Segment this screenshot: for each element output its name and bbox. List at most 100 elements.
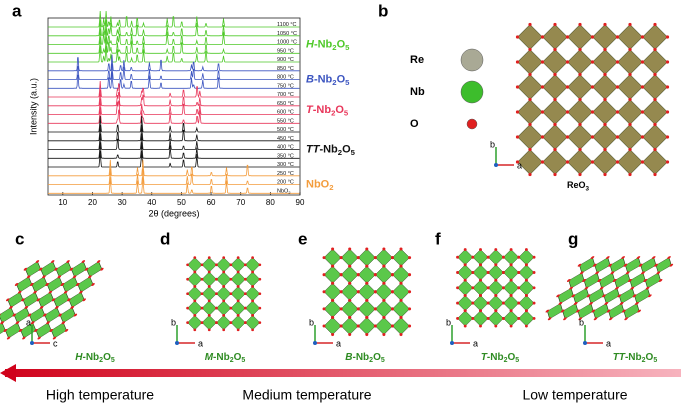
polyhedron bbox=[392, 317, 410, 335]
oxygen-atom bbox=[51, 260, 55, 263]
subscript: 2 bbox=[288, 191, 290, 195]
oxygen-atom bbox=[365, 247, 369, 251]
phase-label: H-Nb2O5 bbox=[306, 38, 350, 51]
label-part: 200 °C bbox=[277, 180, 294, 186]
oxygen-atom bbox=[524, 248, 528, 251]
oxygen-atom bbox=[615, 85, 620, 89]
oxygen-atom bbox=[528, 97, 532, 102]
label-part: -Nb bbox=[487, 352, 504, 363]
oxygen-atom bbox=[186, 277, 189, 281]
legend-label: Re bbox=[410, 54, 424, 66]
oxygen-atom bbox=[207, 256, 211, 259]
polyhedron bbox=[518, 310, 535, 327]
oxygen-atom bbox=[532, 301, 536, 305]
panel-letter: e bbox=[298, 229, 307, 248]
polyhedron bbox=[592, 99, 618, 125]
oxygen-atom bbox=[222, 285, 226, 288]
polyhedron bbox=[392, 300, 410, 318]
oxygen-atom bbox=[628, 22, 632, 27]
polyhedron bbox=[517, 49, 543, 75]
oxygen-atom bbox=[636, 256, 641, 259]
x-tick-label: 50 bbox=[177, 198, 186, 207]
temperature-label: 1000 °C bbox=[277, 40, 297, 46]
oxygen-atom bbox=[331, 247, 335, 251]
xrd-pattern bbox=[48, 133, 300, 150]
oxygen-atom bbox=[517, 255, 521, 259]
polyhedron bbox=[642, 49, 668, 75]
label-part: -Nb bbox=[314, 38, 333, 50]
oxygen-atom bbox=[456, 271, 459, 274]
oxygen-atom bbox=[46, 321, 50, 325]
oxygen-atom bbox=[331, 298, 335, 302]
oxygen-atom bbox=[471, 271, 475, 274]
polyhedron bbox=[592, 149, 618, 175]
oxygen-atom bbox=[200, 321, 204, 324]
label-part: -Nb bbox=[82, 352, 99, 363]
oxygen-atom bbox=[590, 85, 595, 89]
polyhedron bbox=[375, 282, 393, 301]
oxygen-atom bbox=[502, 301, 505, 305]
crystal-structure bbox=[545, 256, 674, 321]
oxygen-atom bbox=[79, 290, 83, 294]
polyhedron bbox=[617, 149, 643, 175]
oxygen-atom bbox=[229, 277, 233, 281]
subscript: 5 bbox=[344, 108, 349, 117]
oxygen-atom bbox=[390, 290, 394, 294]
oxygen-atom bbox=[348, 281, 352, 285]
label-part: 1050 °C bbox=[277, 31, 297, 37]
oxygen-atom bbox=[610, 271, 615, 275]
oxygen-atom bbox=[229, 321, 233, 324]
temperature-label: 400 °C bbox=[277, 145, 294, 151]
label-part: O bbox=[646, 352, 654, 363]
oxygen-atom bbox=[215, 292, 218, 296]
oxygen-atom bbox=[222, 328, 226, 332]
axis-label: a bbox=[336, 338, 341, 348]
oxygen-atom bbox=[356, 290, 360, 294]
oxygen-atom bbox=[67, 298, 71, 302]
temperature-label: 250 °C bbox=[277, 171, 294, 177]
xrd-pattern bbox=[48, 150, 300, 168]
oxygen-atom bbox=[586, 294, 591, 298]
oxygen-atom bbox=[258, 292, 262, 296]
oxygen-atom bbox=[193, 314, 197, 317]
polyhedron bbox=[375, 317, 393, 335]
oxygen-atom bbox=[42, 275, 46, 279]
oxygen-atom bbox=[622, 309, 626, 313]
oxygen-atom bbox=[24, 306, 28, 309]
oxygen-atom bbox=[251, 328, 254, 332]
oxygen-atom bbox=[258, 277, 262, 281]
label-part: 1000 °C bbox=[277, 40, 297, 46]
temperature-label: Medium temperature bbox=[242, 387, 371, 403]
x-tick-label: 70 bbox=[236, 198, 245, 207]
polyhedron bbox=[375, 265, 393, 284]
oxygen-atom bbox=[509, 263, 513, 267]
oxygen-atom bbox=[456, 255, 459, 259]
polyhedron bbox=[517, 74, 543, 100]
label-part: O bbox=[337, 73, 346, 85]
oxygen-atom bbox=[509, 278, 513, 282]
oxygen-atom bbox=[560, 309, 565, 313]
axis-origin bbox=[494, 163, 498, 167]
oxygen-atom bbox=[556, 294, 560, 298]
oxygen-atom bbox=[215, 306, 218, 310]
oxygen-atom bbox=[207, 314, 211, 317]
xrd-pattern bbox=[48, 89, 300, 107]
oxygen-atom bbox=[463, 309, 467, 313]
oxygen-atom bbox=[502, 271, 505, 274]
x-tick-label: 30 bbox=[118, 198, 127, 207]
oxygen-atom bbox=[547, 317, 552, 321]
oxygen-atom bbox=[382, 298, 386, 302]
label-part: 700 °C bbox=[277, 92, 294, 98]
oxygen-atom bbox=[408, 307, 412, 311]
polyhedron bbox=[472, 310, 489, 327]
oxygen-atom bbox=[565, 85, 570, 89]
oxygen-atom bbox=[322, 307, 326, 311]
oxygen-atom bbox=[619, 302, 624, 305]
oxygen-atom bbox=[558, 302, 563, 305]
oxygen-atom bbox=[494, 278, 498, 282]
polyhedron bbox=[323, 282, 342, 301]
axis-label: a bbox=[26, 317, 31, 327]
oxygen-atom bbox=[597, 279, 602, 282]
xrd-pattern bbox=[48, 168, 300, 185]
oxygen-atom bbox=[628, 72, 632, 77]
